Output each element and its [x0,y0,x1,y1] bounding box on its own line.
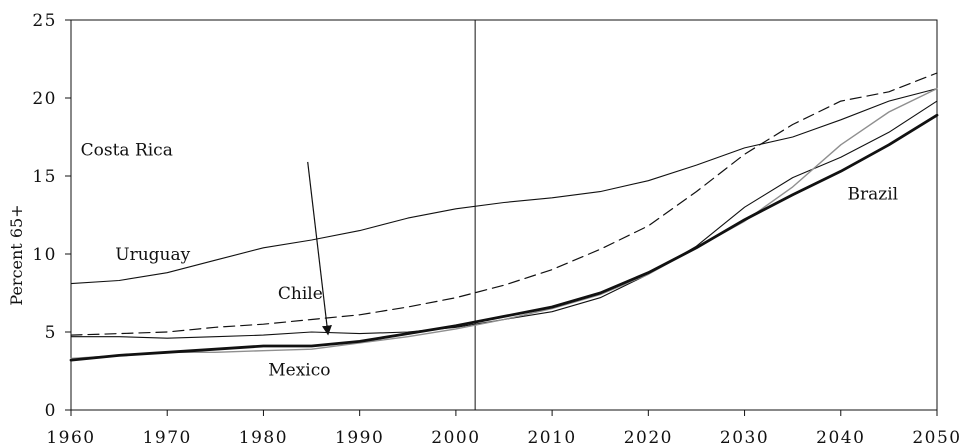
x-tick-label: 2020 [624,428,673,448]
series-line-mexico [70,87,938,360]
y-tick-label: 15 [32,167,57,187]
x-tick-label: 2050 [912,428,961,448]
x-tick-label: 2010 [527,428,576,448]
annotation-mexico: Mexico [268,361,330,381]
series-line-brazil [69,113,939,362]
x-tick-label: 1990 [335,428,384,448]
y-tick-label: 20 [32,89,57,109]
x-tick-label: 2000 [431,428,480,448]
y-tick-label: 25 [32,11,57,31]
y-tick-label: 10 [32,245,57,265]
plot-area: 0 5 10 15 20 25 1960 1970 1980 1990 2000 2010 2020 20… [32,11,961,448]
series-line-costa-rica [70,100,938,339]
x-tick-label: 1960 [46,428,95,448]
y-axis-title: Percent 65+ [7,204,26,305]
annotation-uruguay: Uruguay [115,245,190,265]
x-tick-label: 1980 [239,428,288,448]
x-tick-label: 2030 [720,428,769,448]
series-line-chile [70,72,938,336]
annotation-chile: Chile [278,284,323,304]
series-line-uruguay [70,88,938,285]
plot-frame [70,19,938,411]
x-tick-label: 2040 [816,428,865,448]
y-tick-label: 5 [45,323,57,343]
annotation-costa-rica: Costa Rica [81,141,173,161]
y-tick-label: 0 [45,401,57,421]
annotation-brazil: Brazil [848,184,899,204]
x-tick-label: 1970 [143,428,192,448]
costa-rica-arrow [307,161,332,336]
